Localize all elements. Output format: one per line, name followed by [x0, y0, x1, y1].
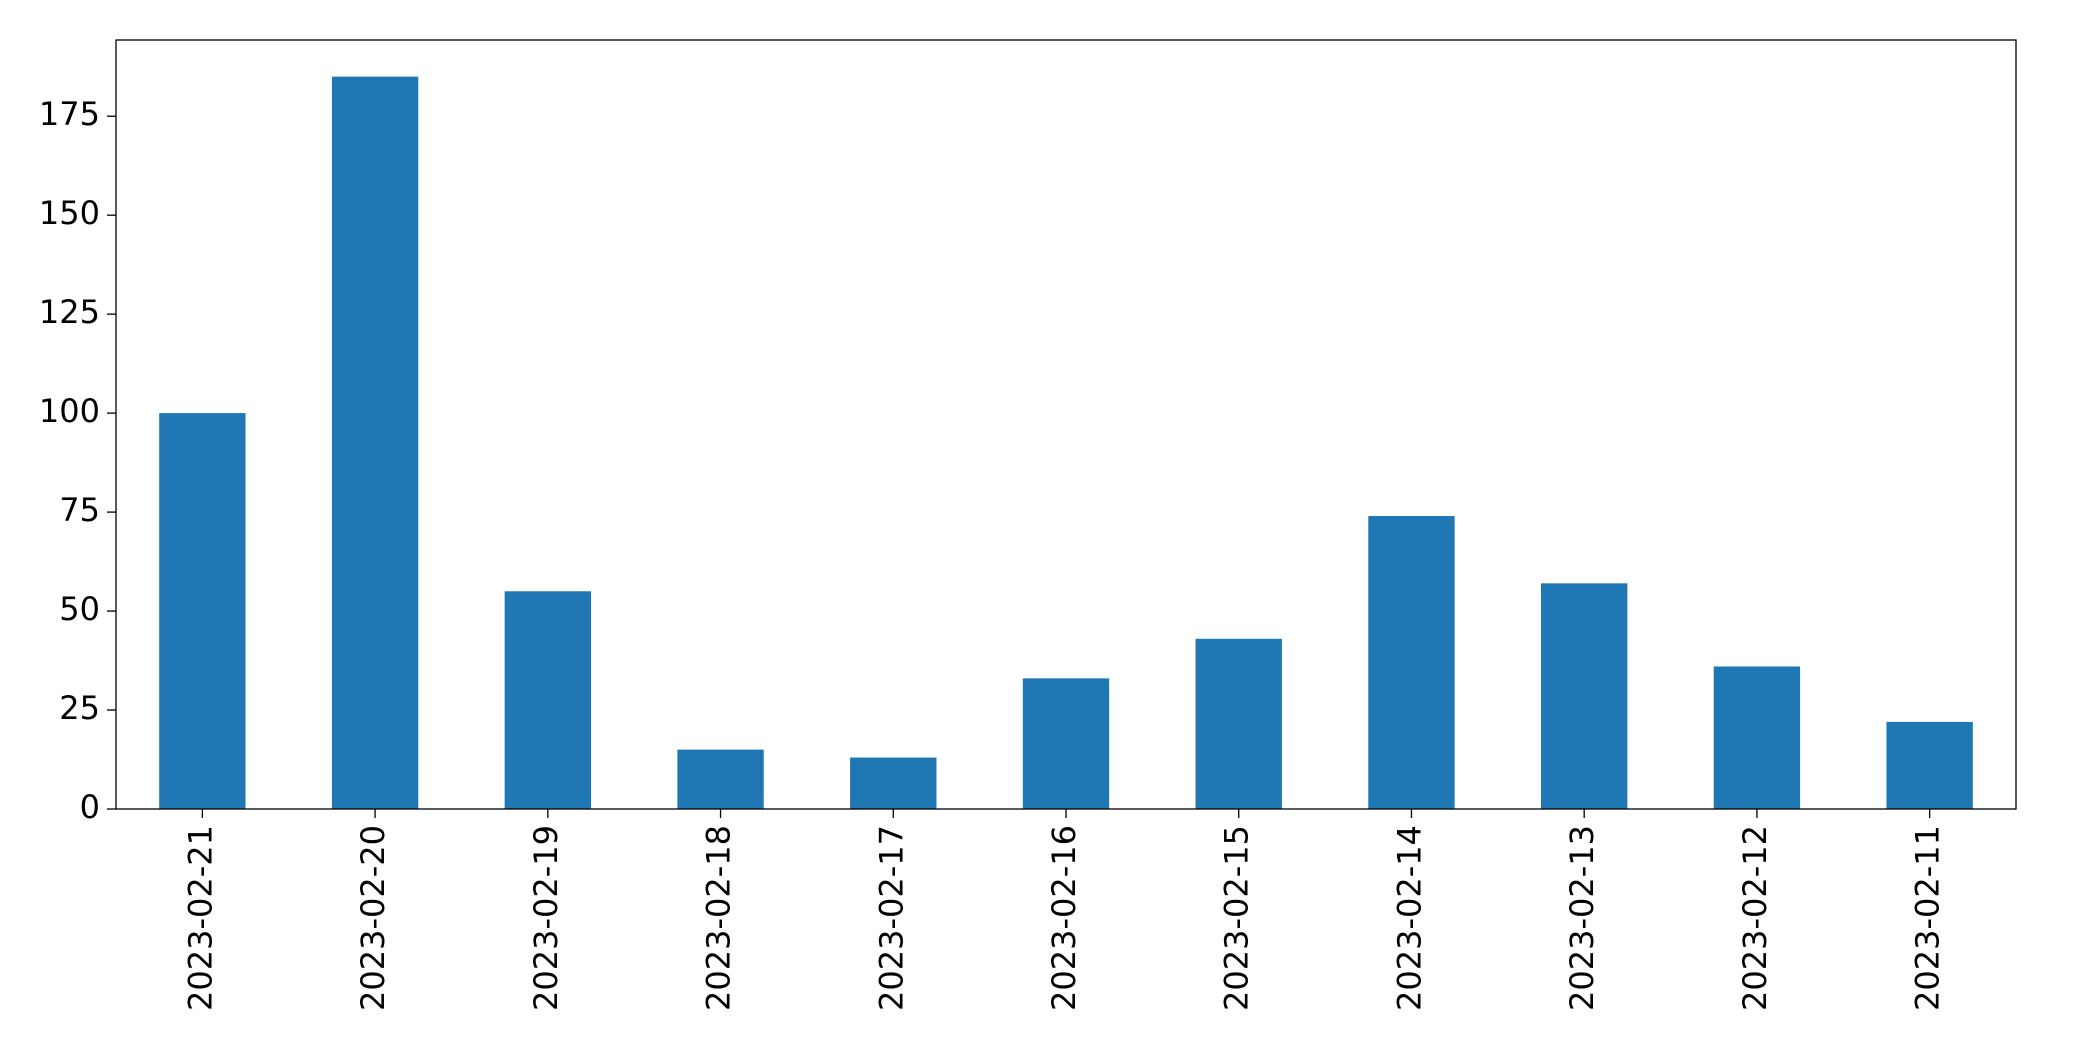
bar: [1541, 583, 1628, 809]
x-tick-label: 2023-02-21: [181, 825, 219, 1011]
x-tick-label: 2023-02-18: [700, 825, 738, 1011]
x-tick-label: 2023-02-16: [1045, 825, 1083, 1011]
y-tick-label: 125: [39, 293, 100, 331]
x-tick-label: 2023-02-12: [1736, 825, 1774, 1011]
bar: [1022, 678, 1110, 809]
y-tick-label: 75: [59, 491, 100, 529]
x-tick-label: 2023-02-17: [872, 825, 910, 1011]
x-tick-label: 2023-02-15: [1218, 825, 1256, 1011]
bar: [1368, 516, 1455, 809]
axes-frame: [115, 39, 2017, 810]
bar: [504, 591, 591, 809]
y-tick-label: 0: [80, 788, 100, 826]
x-tick-label: 2023-02-11: [1909, 825, 1947, 1011]
y-tick-label: 100: [39, 392, 100, 430]
bar: [850, 757, 937, 809]
y-tick-label: 175: [39, 95, 100, 133]
x-tick-label: 2023-02-19: [527, 825, 565, 1011]
y-tick-label: 150: [39, 194, 100, 232]
bar: [1886, 721, 1973, 809]
y-tick-label: 50: [59, 590, 100, 628]
bar: [331, 76, 419, 810]
y-tick-label: 25: [59, 689, 100, 727]
x-tick-label: 2023-02-14: [1390, 825, 1428, 1011]
x-tick-label: 2023-02-20: [354, 825, 392, 1011]
bar: [1713, 666, 1801, 809]
bar: [159, 413, 246, 809]
bar: [1195, 638, 1282, 809]
bar: [677, 749, 764, 809]
x-tick-label: 2023-02-13: [1563, 825, 1601, 1011]
